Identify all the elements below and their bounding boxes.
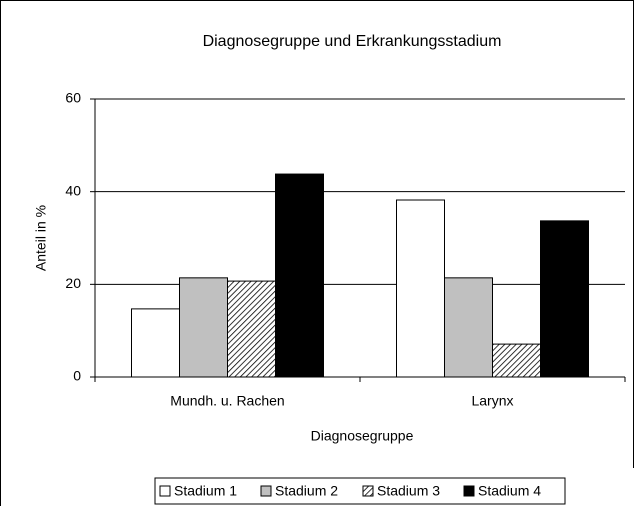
chart-title: Diagnosegruppe und Erkrankungsstadium bbox=[203, 33, 502, 50]
y-tick-label: 60 bbox=[65, 90, 81, 106]
bar bbox=[179, 277, 228, 378]
legend-label: Stadium 1 bbox=[174, 483, 237, 499]
legend-swatch bbox=[463, 485, 475, 497]
legend-swatch bbox=[362, 485, 374, 497]
bar bbox=[492, 343, 541, 378]
legend-label: Stadium 4 bbox=[478, 483, 541, 499]
x-tick-label: Mundh. u. Rachen bbox=[170, 393, 284, 409]
y-tick-label: 0 bbox=[73, 368, 81, 384]
legend-swatch bbox=[260, 485, 272, 497]
bar bbox=[275, 173, 324, 378]
bar bbox=[540, 220, 589, 378]
bar bbox=[227, 280, 276, 378]
bar bbox=[131, 308, 180, 378]
legend-swatch bbox=[159, 485, 171, 497]
y-axis-label: Anteil in % bbox=[33, 205, 49, 271]
x-axis-label: Diagnosegruppe bbox=[311, 428, 414, 444]
y-tick-label: 20 bbox=[65, 275, 81, 291]
x-tick-label: Larynx bbox=[471, 393, 513, 409]
bar bbox=[396, 199, 445, 378]
legend-label: Stadium 2 bbox=[275, 483, 338, 499]
legend-label: Stadium 3 bbox=[377, 483, 440, 499]
y-tick-label: 40 bbox=[65, 182, 81, 198]
legend bbox=[154, 477, 566, 505]
bar bbox=[444, 277, 493, 378]
